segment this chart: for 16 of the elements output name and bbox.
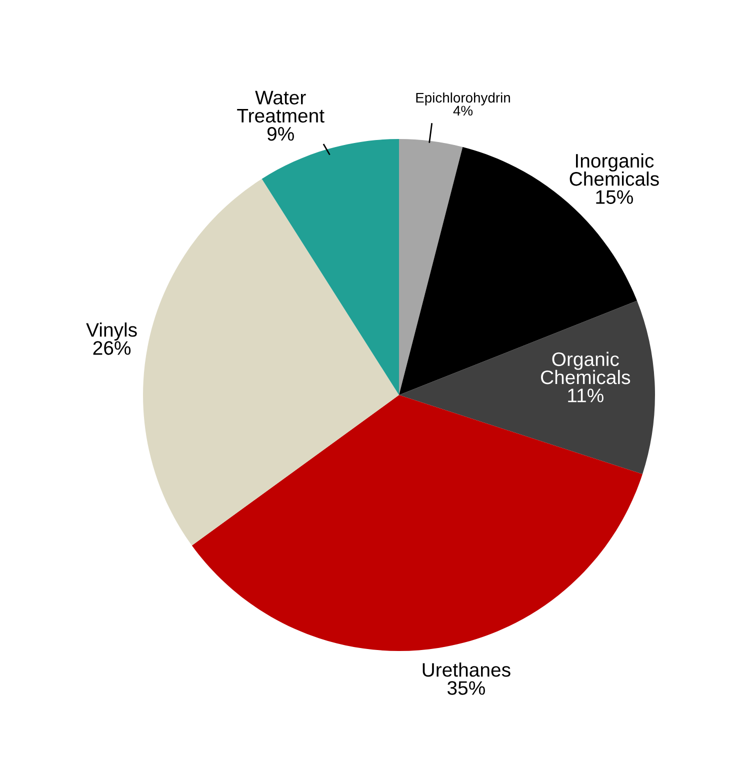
slice-label: Organic Chemicals xyxy=(541,352,630,384)
slice-label: Water Treatment xyxy=(237,90,324,123)
slice-label: Inorganic Chemicals xyxy=(570,153,659,186)
pie-slice xyxy=(399,300,655,474)
data-label: 35% xyxy=(447,681,485,695)
slice-label: Urethanes xyxy=(422,662,510,677)
slice-label: Epichlorohydrin xyxy=(416,92,510,106)
data-label: 4% xyxy=(453,106,473,116)
pie-slice xyxy=(143,178,399,546)
data-label: 26% xyxy=(93,341,131,355)
pie-slice xyxy=(262,139,399,395)
pie-slice xyxy=(399,139,463,395)
data-label: 9% xyxy=(267,126,294,141)
data-label: 15% xyxy=(596,190,633,204)
data-label: 11% xyxy=(568,388,604,402)
slice-label: Vinyls xyxy=(86,322,137,341)
